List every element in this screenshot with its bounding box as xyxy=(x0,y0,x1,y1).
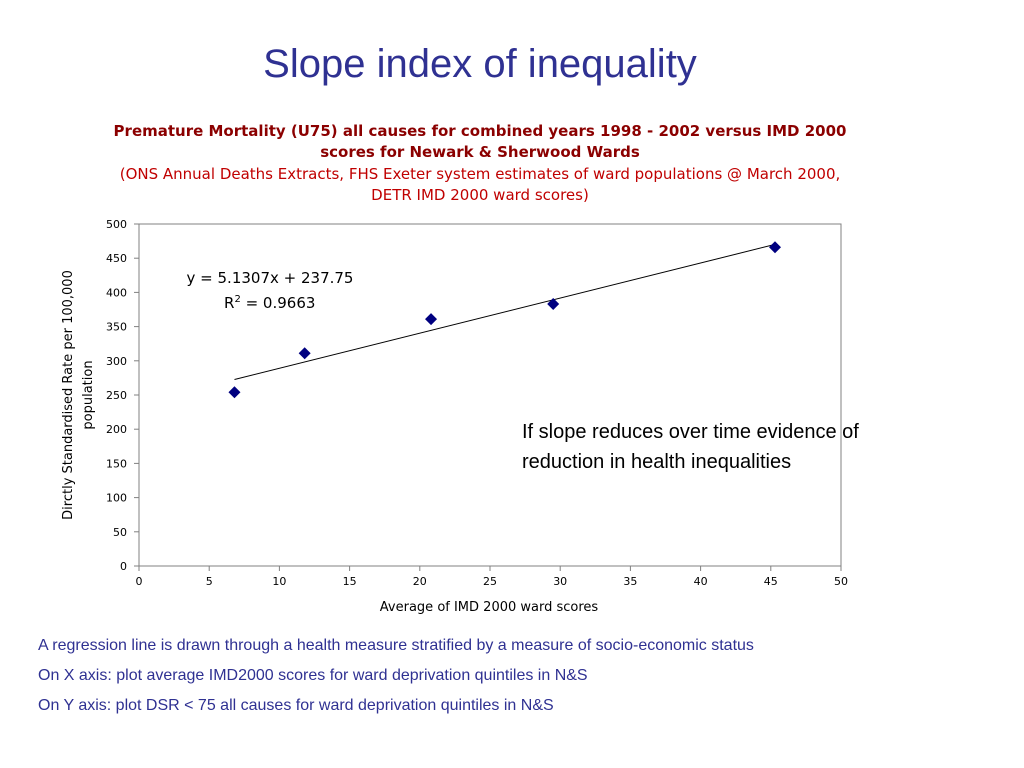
y-tick-label: 250 xyxy=(106,389,127,402)
x-tick-label: 25 xyxy=(483,575,497,588)
x-tick-label: 30 xyxy=(553,575,567,588)
x-tick-label: 35 xyxy=(623,575,637,588)
x-tick-label: 45 xyxy=(764,575,778,588)
r-squared-value: = 0.9663 xyxy=(241,294,316,312)
note-item: On Y axis: plot DSR < 75 all causes for … xyxy=(38,697,554,714)
y-axis-label-line2: population xyxy=(81,360,96,429)
data-point xyxy=(425,313,438,326)
chart-title: Premature Mortality (U75) all causes for… xyxy=(113,122,847,161)
data-point xyxy=(769,241,782,254)
y-tick-label: 500 xyxy=(106,218,127,231)
r-squared-r: R xyxy=(224,294,234,312)
trendline xyxy=(234,243,776,381)
r-squared-sup: 2 xyxy=(234,294,240,305)
data-points xyxy=(228,241,782,399)
x-axis: 0 5 10 15 20 25 30 35 40 45 50 xyxy=(136,566,848,588)
x-tick-label: 0 xyxy=(136,575,143,588)
data-point xyxy=(228,386,241,399)
data-point xyxy=(298,347,311,360)
y-tick-label: 300 xyxy=(106,355,127,368)
trendline-group xyxy=(234,243,776,381)
y-axis-label-line1: Dirctly Standardised Rate per 100,000 xyxy=(61,270,76,520)
y-tick-label: 100 xyxy=(106,492,127,505)
x-tick-label: 20 xyxy=(413,575,427,588)
x-tick-label: 10 xyxy=(272,575,286,588)
note-item: A regression line is drawn through a hea… xyxy=(38,637,754,654)
chart-subtitle: (ONS Annual Deaths Extracts, FHS Exeter … xyxy=(119,165,841,204)
y-tick-label: 150 xyxy=(106,457,127,470)
plot-area xyxy=(138,223,842,567)
x-tick-label: 5 xyxy=(206,575,213,588)
note-item: On X axis: plot average IMD2000 scores f… xyxy=(38,667,588,684)
x-tick-label: 40 xyxy=(694,575,708,588)
r-squared-label: R2 = 0.9663 xyxy=(224,294,315,312)
x-axis-label: Average of IMD 2000 ward scores xyxy=(380,600,599,615)
y-tick-label: 400 xyxy=(106,286,127,299)
y-tick-label: 50 xyxy=(113,526,127,539)
slope-annotation: If slope reduces over time evidence of r… xyxy=(522,421,859,473)
y-tick-label: 0 xyxy=(120,560,127,573)
y-tick-label: 350 xyxy=(106,321,127,334)
y-axis: 0 50 100 150 200 250 300 350 400 450 500 xyxy=(106,218,139,573)
regression-equation: y = 5.1307x + 237.75 xyxy=(187,269,354,287)
x-tick-label: 15 xyxy=(343,575,357,588)
y-tick-label: 450 xyxy=(106,252,127,265)
y-tick-label: 200 xyxy=(106,423,127,436)
slide-title: Slope index of inequality xyxy=(263,42,697,86)
y-axis-label: Dirctly Standardised Rate per 100,000 pop… xyxy=(61,270,96,520)
notes-list: A regression line is drawn through a hea… xyxy=(38,637,758,727)
x-tick-label: 50 xyxy=(834,575,848,588)
data-point xyxy=(547,298,560,311)
